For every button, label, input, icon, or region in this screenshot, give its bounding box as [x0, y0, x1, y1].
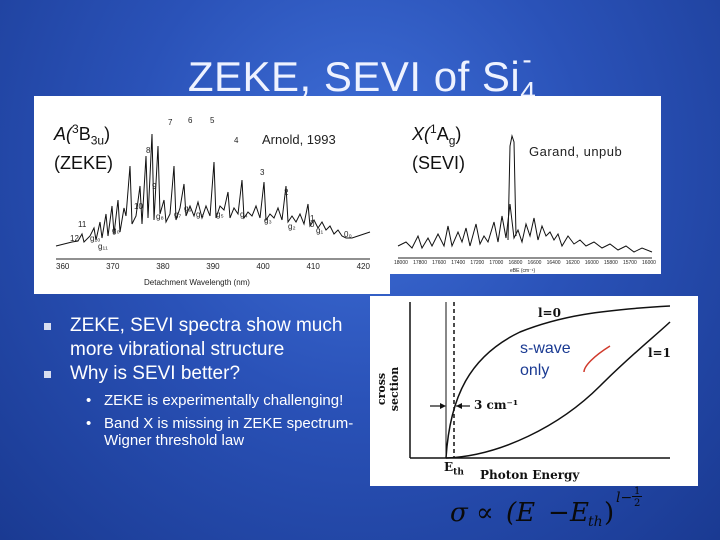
peak-label: 0₀ — [344, 230, 352, 239]
peak-label: g₅ — [216, 210, 224, 219]
bullet-item: Why is SEVI better? — [44, 362, 364, 386]
sevi-xtick: 15700 — [622, 260, 637, 266]
peak-label: g₉ — [184, 204, 192, 213]
fraction-bar — [632, 496, 642, 497]
zeke-peak-labels: 7 6 5 8 4 9 3 2 10 11 12 g₀ g₇ g₆ g₅ g₄ … — [34, 96, 390, 294]
peak-label: 2 — [284, 188, 289, 197]
sevi-xtick: 16000 — [642, 260, 656, 266]
zeke-xtick: 400 — [256, 262, 270, 271]
sub-bullet-item: • ZEKE is experimentally challenging! — [84, 392, 364, 409]
sevi-method-label: (SEVI) — [412, 152, 466, 173]
square-bullet-icon — [44, 371, 51, 378]
sevi-xtick: 17000 — [489, 260, 504, 266]
threshold-law-diagram — [370, 296, 698, 486]
square-bullet-icon — [44, 323, 51, 330]
sub-bullet-list: • ZEKE is experimentally challenging! • … — [84, 392, 364, 449]
zeke-spectrum-image — [34, 96, 390, 294]
sevi-xtick: 16600 — [527, 260, 542, 266]
sevi-xticks: 18000 17800 17600 17400 17200 17000 1680… — [394, 260, 656, 266]
peak-label: g₀ — [112, 226, 120, 235]
zeke-method-label: (ZEKE) — [54, 152, 114, 173]
sevi-xtick: 18000 — [394, 260, 408, 266]
peak-label: 5 — [210, 116, 215, 125]
s-wave-callout: s-wave only — [520, 340, 571, 379]
sevi-xtick: 15800 — [603, 260, 618, 266]
bullet-text: Why is SEVI better? — [70, 363, 241, 384]
bullet-item: ZEKE, SEVI spectra show much more vibrat… — [44, 314, 364, 362]
gap-label: 3 cm⁻¹ — [474, 398, 519, 412]
sevi-xtick: 17800 — [413, 260, 427, 266]
curve-l0 — [445, 305, 671, 459]
sevi-spectrum-image — [390, 96, 661, 274]
zeke-xlabel: Detachment Wavelength (nm) — [144, 278, 250, 287]
sevi-xtick: 17400 — [451, 260, 466, 266]
zeke-spectrum-panel: A(3B3u) (ZEKE) Arnold, 1993 Detachment W… — [34, 96, 390, 294]
peak-label: 8 — [146, 146, 151, 155]
peak-label: g₁ — [316, 226, 324, 235]
threshold-xlabel: Photon Energy — [480, 468, 580, 482]
zeke-xtick: 410 — [306, 262, 320, 271]
bullet-list: ZEKE, SEVI spectra show much more vibrat… — [44, 314, 364, 455]
curve-l0-label: l=0 — [538, 306, 561, 320]
sevi-xtick: 16000 — [584, 260, 599, 266]
peak-label: 4 — [234, 136, 239, 145]
sevi-xtick: 16800 — [508, 260, 523, 266]
peak-label: g₄ — [240, 210, 248, 219]
peak-label: 3 — [260, 168, 265, 177]
wigner-formula: σ ∝ (E − E th ) l− 1 2 — [450, 486, 642, 530]
sevi-xtick: 16200 — [565, 260, 580, 266]
peak-label: 0 — [310, 220, 315, 229]
threshold-ylabel: cross section — [375, 366, 401, 412]
sevi-credit: Garand, unpub — [529, 144, 623, 159]
zeke-xtick: 380 — [156, 262, 170, 271]
peak-label: 11 — [78, 220, 87, 229]
peak-label: 10 — [134, 202, 143, 211]
dot-bullet-icon: • — [86, 415, 92, 432]
peak-label: 6 — [188, 116, 193, 125]
peak-label: g₇ — [174, 210, 182, 219]
peak-label: 9 — [152, 182, 157, 191]
dot-bullet-icon: • — [86, 392, 92, 409]
threshold-law-panel: cross section Photon Energy Eth 3 cm⁻¹ l… — [370, 296, 698, 486]
sevi-spectrum-panel: X(1Ag) (SEVI) Garand, unpub 18000 17800 … — [390, 96, 661, 274]
zeke-xtick: 420 — [356, 262, 370, 271]
sevi-xtick: 17600 — [432, 260, 447, 266]
zeke-state-label: A(3B3u) (ZEKE) — [54, 122, 114, 173]
sevi-xtick: 17200 — [470, 260, 485, 266]
sevi-xtick: 16400 — [546, 260, 561, 266]
curve-l1-label: l=1 — [648, 346, 671, 360]
sevi-trace — [397, 203, 653, 253]
peak-label: g₁₁ — [98, 242, 108, 251]
bullet-text: ZEKE, SEVI spectra show much more vibrat… — [70, 315, 343, 360]
highlight-curve — [583, 345, 611, 373]
sub-bullet-text: ZEKE is experimentally challenging! — [104, 392, 344, 409]
zeke-credit: Arnold, 1993 — [262, 132, 336, 147]
peak-label: g₁₀ — [90, 234, 101, 243]
zeke-trace — [55, 133, 371, 247]
zeke-xticks: 360 370 380 390 400 410 420 — [56, 262, 370, 271]
zeke-xtick: 390 — [206, 262, 220, 271]
title-main: ZEKE, SEVI of Si — [187, 53, 521, 100]
title-superscript: - — [522, 44, 533, 75]
sub-bullet-item: • Band X is missing in ZEKE spectrum- Wi… — [84, 415, 364, 449]
peak-label: g₆ — [196, 210, 204, 219]
peak-label: g₈ — [156, 212, 164, 221]
sub-bullet-text: Band X is missing in ZEKE spectrum- Wign… — [104, 415, 354, 449]
curve-l1 — [445, 321, 671, 459]
sevi-state-label: X(1Ag) (SEVI) — [412, 122, 466, 173]
peak-label: g₃ — [264, 216, 272, 225]
eth-label: Eth — [444, 460, 464, 478]
peak-label: g₂ — [288, 222, 296, 231]
peak-label: 12 — [70, 234, 79, 243]
peak-label: 1 — [310, 214, 315, 223]
zeke-xtick: 360 — [56, 262, 70, 271]
sevi-xlabel: eBE (cm⁻¹) — [510, 268, 536, 274]
zeke-xtick: 370 — [106, 262, 120, 271]
peak-label: 7 — [168, 118, 173, 127]
